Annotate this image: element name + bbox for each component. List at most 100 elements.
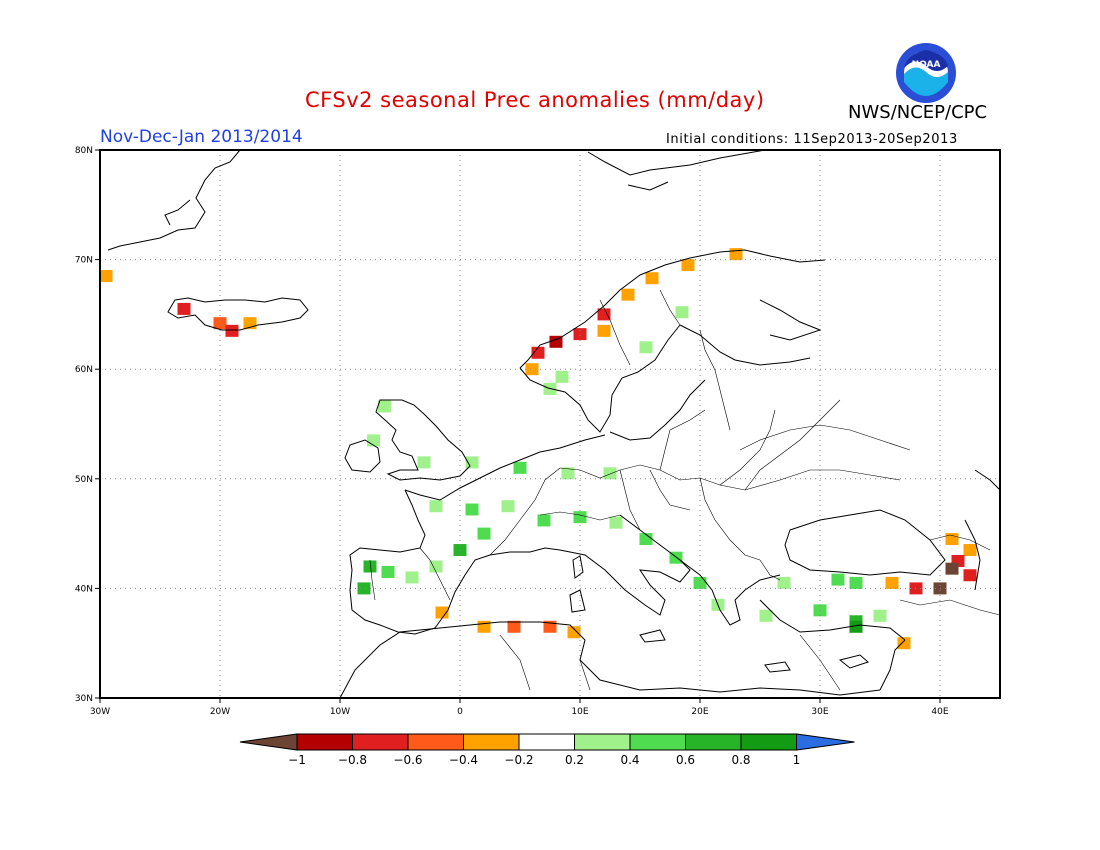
anomaly-cell [435,606,449,619]
anomaly-cell [225,324,239,337]
anomaly-cell [573,328,587,341]
noaa-logo-icon: NOAA [896,43,956,103]
anomaly-cell [885,576,899,589]
colorbar-label: 0.2 [565,753,584,767]
anomaly-cell [405,571,419,584]
forecast-period: Nov-Dec-Jan 2013/2014 [100,127,303,147]
graticule [100,150,1000,698]
colorbar-label: 0.4 [620,753,639,767]
colorbar-label: −0.4 [449,753,478,767]
anomaly-cell [573,511,587,524]
anomaly-cell [537,514,551,527]
colorbar-segment [463,733,520,751]
anomaly-cell [597,308,611,321]
colorbar-label: 0.8 [731,753,750,767]
anomaly-cell [561,467,575,480]
lat-tick-label: 70N [75,256,93,266]
anomaly-cell [99,270,113,283]
colorbar-segment [740,733,797,751]
anomaly-cell [597,324,611,337]
colorbar-label: 0.6 [676,753,695,767]
anomaly-cell [213,317,227,330]
colorbar-label: −1 [288,753,306,767]
anomaly-cell [639,533,653,546]
anomaly-cell [513,461,527,474]
anomaly-cell [417,456,431,469]
anomaly-cell [693,576,707,589]
anomaly-cell [549,335,563,348]
colorbar-segment [352,733,409,751]
country-borders [369,289,1001,691]
anomaly-cell [477,620,491,633]
logo-text: NOAA [912,60,941,70]
anomaly-cell [831,573,845,586]
colorbar-segment [407,733,464,751]
anomaly-cell [507,620,521,633]
lon-tick-label: 30E [811,707,828,717]
anomaly-cell [367,434,381,447]
colorbar-label: 1 [793,753,801,767]
organization-label: NWS/NCEP/CPC [848,102,988,123]
anomaly-cell [873,609,887,622]
colorbar-right-arrow [796,733,855,751]
lat-tick-label: 50N [75,475,93,485]
colorbar-segment [296,733,353,751]
anomaly-cell [603,467,617,480]
anomaly-grid [99,248,977,650]
colorbar-segment [574,733,631,751]
lon-tick-label: 20E [691,707,708,717]
anomaly-cell [945,562,959,575]
coastlines [107,149,1001,699]
colorbar-segment [518,733,575,751]
lat-tick-label: 80N [75,146,93,156]
lat-tick-label: 60N [75,365,93,375]
anomaly-cell [759,609,773,622]
lon-tick-label: 10W [330,707,350,717]
axis-ticks: 30W 20W 10W 0 10E 20E 30E 40E 30N 40N 50N 60N 70N 80N [75,146,949,717]
anomaly-cell [465,503,479,516]
map-title: CFSv2 seasonal Prec anomalies (mm/day) [305,88,765,112]
colorbar-segment [685,733,742,751]
anomaly-cell [555,370,569,383]
colorbar-segment [629,733,686,751]
anomaly-cell [645,272,659,285]
map-frame [99,149,1001,699]
anomaly-cell [525,363,539,376]
anomaly-cell [477,527,491,540]
initial-conditions: Initial conditions: 11Sep2013-20Sep2013 [666,132,958,147]
lon-tick-label: 10E [571,707,588,717]
lon-tick-label: 30W [90,707,110,717]
anomaly-cell [377,400,391,413]
anomaly-cell [621,288,635,301]
anomaly-cell [357,582,371,595]
anomaly-cell [897,637,911,650]
anomaly-cell [429,560,443,573]
anomaly-cell [501,500,515,513]
anomaly-cell [531,346,545,359]
lat-tick-label: 40N [75,584,93,594]
anomaly-cell [465,456,479,469]
lon-tick-label: 40E [931,707,948,717]
colorbar: −1 −0.8 −0.6 −0.4 −0.2 0.2 0.4 0.6 0.8 1 [239,733,855,767]
colorbar-label: −0.6 [393,753,422,767]
anomaly-cell [177,302,191,315]
anomaly-cell [429,500,443,513]
anomaly-cell [381,565,395,578]
colorbar-left-arrow [239,733,298,751]
anomaly-cell [363,560,377,573]
anomaly-cell [777,576,791,589]
anomaly-cell [945,533,959,546]
anomaly-cell [963,569,977,582]
colorbar-label: −0.8 [338,753,367,767]
anomaly-cell [963,544,977,557]
anomaly-cell [567,626,581,639]
lon-tick-label: 20W [210,707,230,717]
lat-tick-label: 30N [75,694,93,704]
lon-tick-label: 0 [457,707,463,717]
anomaly-cell [849,620,863,633]
colorbar-label: −0.2 [504,753,533,767]
anomaly-cell [681,259,695,272]
anomaly-cell [609,516,623,529]
anomaly-cell [849,576,863,589]
